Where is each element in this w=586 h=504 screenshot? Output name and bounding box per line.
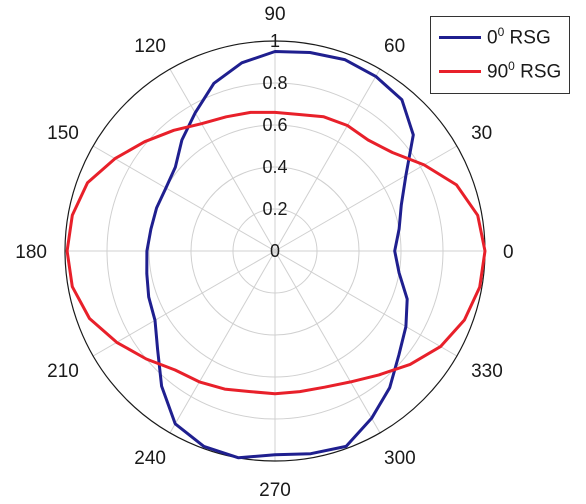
spoke-150 [92, 145, 276, 252]
grid-circle-4 [106, 82, 444, 420]
angle-tick-label-240: 240 [134, 448, 166, 469]
radial-tick-label-3: 0.6 [262, 115, 287, 135]
angle-tick-label-330: 330 [471, 361, 503, 382]
grid-circle-1 [232, 208, 318, 294]
angle-tick-label-120: 120 [134, 36, 166, 57]
spoke-30 [274, 145, 458, 252]
angle-tick-label-180: 180 [15, 242, 47, 263]
angle-tick-label-90: 90 [264, 4, 285, 25]
angle-tick-label-60: 60 [384, 36, 405, 57]
spoke-330 [274, 250, 458, 357]
grid-circle-3 [148, 124, 402, 378]
radial-tick-label-5: 1 [270, 31, 280, 51]
legend-swatch-1 [439, 70, 481, 73]
legend-item-0: 00 RSG [431, 23, 569, 53]
grid-circle-2 [190, 166, 360, 336]
angle-tick-label-0: 0 [503, 242, 514, 263]
radial-tick-label-4: 0.8 [262, 73, 287, 93]
series-line-0 [145, 50, 415, 460]
spoke-120 [169, 68, 276, 252]
radial-tick-label-1: 0.2 [262, 199, 287, 219]
angle-tick-label-150: 150 [47, 123, 79, 144]
spoke-240 [169, 250, 276, 434]
radial-tick-label-0: 0 [270, 241, 280, 261]
legend-label-0: 00 RSG [487, 25, 551, 49]
angle-tick-label-270: 270 [259, 480, 291, 501]
spoke-210 [92, 250, 276, 357]
legend-label-1: 900 RSG [487, 59, 562, 83]
angle-tick-label-210: 210 [47, 361, 79, 382]
spoke-60 [274, 68, 381, 252]
legend-item-1: 900 RSG [431, 57, 569, 87]
legend: 00 RSG 900 RSG [430, 16, 570, 94]
legend-swatch-0 [439, 36, 481, 39]
spoke-300 [274, 250, 381, 434]
series-layer [65, 50, 487, 460]
label-layer: 0 0.2 0.4 0.6 0.8 1 0 30 60 90 120 150 180 210 240 270 3… [15, 4, 513, 501]
radial-tick-label-2: 0.4 [262, 157, 287, 177]
polar-grid [64, 40, 486, 462]
angle-tick-label-300: 300 [384, 448, 416, 469]
angle-tick-label-30: 30 [471, 123, 492, 144]
series-line-1 [65, 110, 487, 396]
